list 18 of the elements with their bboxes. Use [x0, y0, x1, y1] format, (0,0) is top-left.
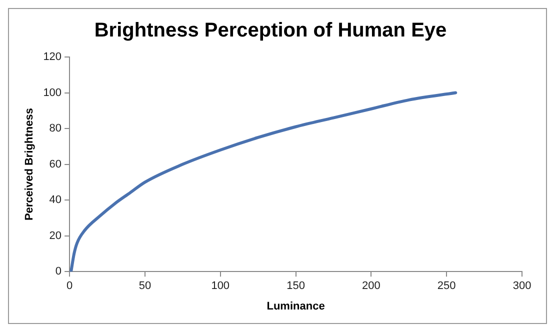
y-tick-label: 20	[49, 230, 62, 242]
y-tick-label: 80	[49, 122, 62, 135]
x-tick-label: 150	[286, 280, 305, 292]
y-tick-label: 0	[55, 266, 62, 278]
x-tick-label: 300	[512, 280, 532, 292]
x-tick-label: 100	[211, 280, 230, 292]
x-tick-label: 200	[362, 280, 380, 292]
chart-title: Brightness Perception of Human Eye	[94, 20, 447, 42]
x-tick-label: 0	[66, 280, 73, 292]
x-tick-label: 250	[437, 280, 456, 292]
y-tick-label: 40	[49, 194, 62, 206]
y-tick-label: 100	[43, 86, 62, 99]
line-series	[70, 91, 458, 272]
x-axis-title: Luminance	[266, 300, 325, 312]
y-axis-title: Perceived Brightness	[24, 108, 36, 221]
y-tick-label: 120	[43, 51, 62, 64]
x-tick-label: 50	[138, 280, 152, 292]
y-tick-label: 60	[49, 158, 62, 170]
